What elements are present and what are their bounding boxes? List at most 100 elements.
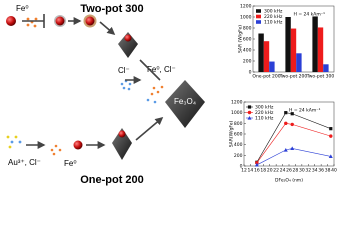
seed	[73, 140, 83, 150]
fe-dots	[150, 85, 164, 96]
bar	[269, 61, 275, 72]
y-tick-label: 1000	[231, 110, 243, 116]
annotation: H = 24 kAm⁻¹	[294, 12, 326, 18]
point	[290, 112, 294, 116]
point	[328, 154, 333, 158]
title-bottom: One-pot 200	[80, 174, 144, 186]
legend-swatch	[256, 9, 261, 13]
fe-dots	[50, 144, 62, 156]
y-tick-label: 600	[234, 132, 243, 138]
x-tick-label: 34	[312, 168, 318, 174]
figure: Two-pot 300 One-pot 200 Fe⁰ Cl⁻ Fe⁰, Cl⁻…	[6, 3, 337, 186]
fe-dots	[26, 17, 38, 28]
legend-label: 220 kHz	[264, 14, 283, 20]
y-tick-label: 1200	[240, 4, 252, 10]
x-tick-label: 14	[248, 168, 254, 174]
point	[283, 148, 288, 152]
x-tick-label: 38	[325, 168, 331, 174]
legend-marker	[247, 105, 252, 109]
point	[329, 134, 333, 138]
diagram: Two-pot 300 One-pot 200 Fe⁰ Cl⁻ Fe⁰, Cl⁻…	[6, 3, 205, 186]
x-axis-label: DFe₃O₄ (nm)	[275, 178, 303, 184]
step	[22, 14, 45, 28]
x-tick-label: 22	[273, 168, 279, 174]
point	[284, 111, 288, 115]
bar	[317, 27, 324, 72]
y-tick-label: 1200	[231, 100, 243, 106]
legend-label: 110 kHz	[255, 116, 274, 122]
x-tick-label: 30	[299, 168, 305, 174]
y-tick-label: 0	[240, 164, 243, 170]
x-tick-label: Two-pot 200	[279, 74, 308, 80]
cl-dots	[120, 79, 132, 91]
core	[85, 16, 95, 26]
y-axis-label: SAR(W/gFe)	[229, 120, 235, 147]
label: Fe⁰, Cl⁻	[147, 65, 176, 74]
legend-label: 110 kHz	[264, 20, 283, 26]
point	[255, 161, 259, 165]
label: Au³⁺, Cl⁻	[8, 158, 41, 167]
series-line	[256, 148, 331, 166]
y-tick-label: 200	[234, 153, 243, 159]
core	[55, 16, 65, 26]
au-dots	[6, 135, 22, 149]
octahedron	[118, 32, 138, 58]
x-tick-label: 24	[280, 168, 286, 174]
point	[284, 121, 288, 126]
y-tick-label: 0	[249, 70, 252, 76]
x-tick-label: One-pot 200	[252, 74, 280, 80]
x-tick-label: 18	[260, 168, 266, 174]
series-line	[256, 123, 331, 163]
legend-marker	[247, 110, 252, 115]
y-tick-label: 200	[243, 59, 252, 65]
y-tick-label: 1000	[240, 15, 252, 21]
octahedron	[112, 128, 132, 160]
core	[118, 130, 126, 138]
label: Fe₃O₄	[174, 97, 196, 106]
legend-swatch	[256, 14, 261, 19]
title-top: Two-pot 300	[80, 3, 143, 15]
legend-label: 220 kHz	[255, 110, 274, 116]
bar	[312, 16, 318, 72]
label: Fe⁰	[16, 4, 29, 13]
point	[329, 127, 333, 131]
y-tick-label: 400	[243, 48, 252, 54]
seed	[6, 16, 16, 26]
bar	[285, 17, 291, 72]
y-tick-label: 600	[243, 37, 252, 43]
arrow	[125, 59, 161, 80]
series-line	[256, 112, 331, 163]
arrow	[135, 116, 164, 141]
label: Cl⁻	[118, 66, 130, 75]
point	[254, 162, 259, 167]
x-tick-label: 12	[241, 168, 247, 174]
y-tick-label: 800	[243, 26, 252, 32]
bar	[323, 64, 329, 72]
legend-label: 300 kHz	[255, 105, 274, 111]
core	[124, 34, 132, 42]
legend-marker	[247, 116, 252, 120]
x-tick-label: Two-pot 300	[306, 74, 335, 80]
point	[290, 122, 294, 127]
x-tick-label: 26	[286, 168, 292, 174]
bar	[290, 28, 297, 72]
bar	[263, 41, 270, 72]
x-tick-label: 40	[331, 168, 337, 174]
y-axis-label: SAR (W/gFe)	[238, 25, 244, 53]
annotation: H = 24 kAm⁻¹	[289, 108, 321, 114]
x-tick-label: 32	[305, 168, 311, 174]
y-tick-label: 800	[234, 121, 243, 127]
x-tick-label: 28	[293, 168, 299, 174]
legend-swatch	[256, 20, 261, 24]
x-tick-label: 36	[318, 168, 324, 174]
arrow	[99, 21, 116, 36]
label: Fe⁰	[64, 159, 77, 168]
cl-dots	[146, 98, 157, 104]
bar	[258, 33, 264, 72]
x-tick-label: 20	[267, 168, 273, 174]
point	[290, 146, 295, 150]
bar	[296, 53, 302, 72]
y-tick-label: 400	[234, 142, 243, 148]
legend-label: 300 kHz	[264, 9, 283, 15]
x-tick-label: 16	[254, 168, 260, 174]
